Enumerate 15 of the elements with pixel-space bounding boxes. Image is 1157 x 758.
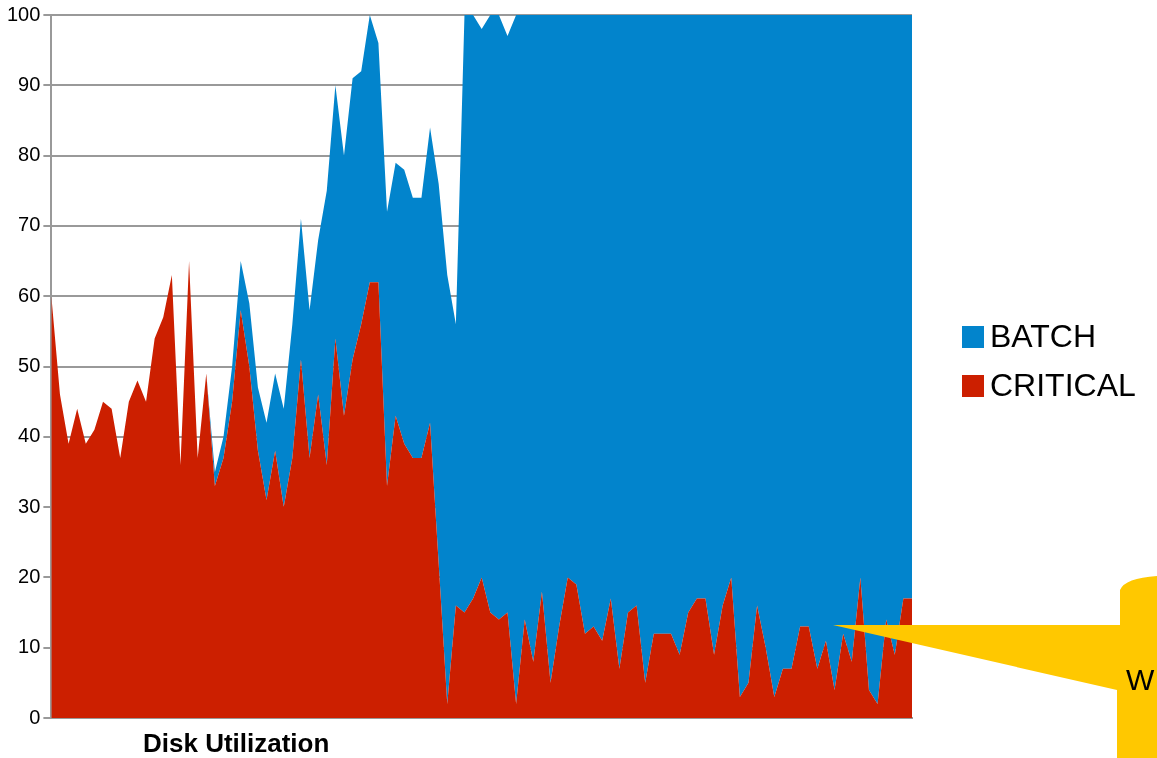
text: W bbox=[1126, 663, 1155, 696]
y-tick-label: 0 bbox=[29, 705, 41, 728]
legend-label: BATCH bbox=[990, 318, 1097, 355]
y-tick-label: 20 bbox=[18, 564, 41, 587]
y-tick-label: 100 bbox=[6, 2, 41, 25]
y-tick-label: 40 bbox=[18, 424, 41, 447]
y-tick-label: 60 bbox=[18, 283, 41, 306]
y-tick-label: 70 bbox=[18, 213, 41, 236]
legend-label: CRITICAL bbox=[990, 367, 1136, 404]
y-tick-label: 30 bbox=[18, 494, 41, 517]
y-tick-label: 80 bbox=[18, 143, 41, 166]
y-tick-label: 10 bbox=[18, 635, 41, 658]
y-tick-label: 90 bbox=[18, 72, 41, 95]
y-tick-label: 50 bbox=[18, 354, 41, 377]
x-axis-title: Disk Utilization bbox=[143, 728, 330, 758]
